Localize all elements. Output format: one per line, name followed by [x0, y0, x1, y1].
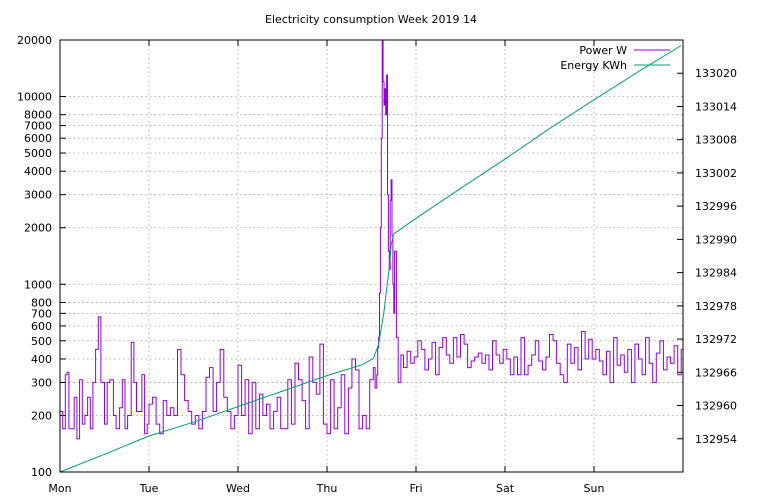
x-tick-label: Mon [48, 482, 71, 495]
right-tick-label: 133002 [695, 167, 737, 180]
right-tick-label: 132978 [695, 300, 737, 313]
right-tick-label: 133008 [695, 134, 737, 147]
left-tick-label: 300 [31, 376, 52, 389]
right-y-axis: 132954 132960 132966 132972 132978 132984 1329… [677, 67, 737, 446]
x-tick-label: Wed [226, 482, 250, 495]
left-tick-label: 400 [31, 353, 52, 366]
chart-title: Electricity consumption Week 2019 14 [265, 13, 477, 26]
left-tick-label: 800 [31, 296, 52, 309]
left-tick-label: 1000 [24, 278, 52, 291]
grid-lines [60, 40, 683, 472]
right-tick-label: 132966 [695, 366, 737, 379]
right-tick-label: 132984 [695, 267, 737, 280]
right-tick-label: 132972 [695, 333, 737, 346]
left-tick-label: 20000 [17, 34, 52, 47]
series-layer [59, 39, 683, 473]
right-tick-label: 132996 [695, 200, 737, 213]
right-tick-label: 133014 [695, 100, 737, 113]
left-tick-label: 6000 [24, 132, 52, 145]
left-tick-label: 8000 [24, 109, 52, 122]
plot-frame [59, 39, 684, 473]
right-tick-label: 132954 [695, 433, 737, 446]
series-line-energy [59, 45, 682, 473]
series-line-power [60, 39, 683, 440]
left-tick-label: 600 [31, 320, 52, 333]
x-tick-label: Sun [584, 482, 605, 495]
left-tick-label: 700 [31, 307, 52, 320]
x-tick-label: Thu [316, 482, 338, 495]
right-tick-label: 132990 [695, 233, 737, 246]
left-tick-label: 200 [31, 409, 52, 422]
left-tick-label: 7000 [24, 120, 52, 133]
x-axis: Mon Tue Wed Thu Fri Sat Sun [48, 40, 604, 495]
x-tick-label: Sat [496, 482, 515, 495]
left-tick-label: 2000 [24, 222, 52, 235]
left-tick-label: 100 [31, 466, 52, 479]
left-tick-label: 500 [31, 335, 52, 348]
left-tick-label: 3000 [24, 189, 52, 202]
right-tick-label: 132960 [695, 400, 737, 413]
left-tick-label: 4000 [24, 165, 52, 178]
x-tick-label: Fri [409, 482, 422, 495]
right-tick-label: 133020 [695, 67, 737, 80]
left-tick-label: 10000 [17, 91, 52, 104]
x-tick-label: Tue [139, 482, 159, 495]
legend-label: Power W [579, 44, 627, 57]
left-tick-label: 5000 [24, 147, 52, 160]
legend-label: Energy KWh [560, 59, 627, 72]
legend: Power W Energy KWh [560, 44, 670, 72]
